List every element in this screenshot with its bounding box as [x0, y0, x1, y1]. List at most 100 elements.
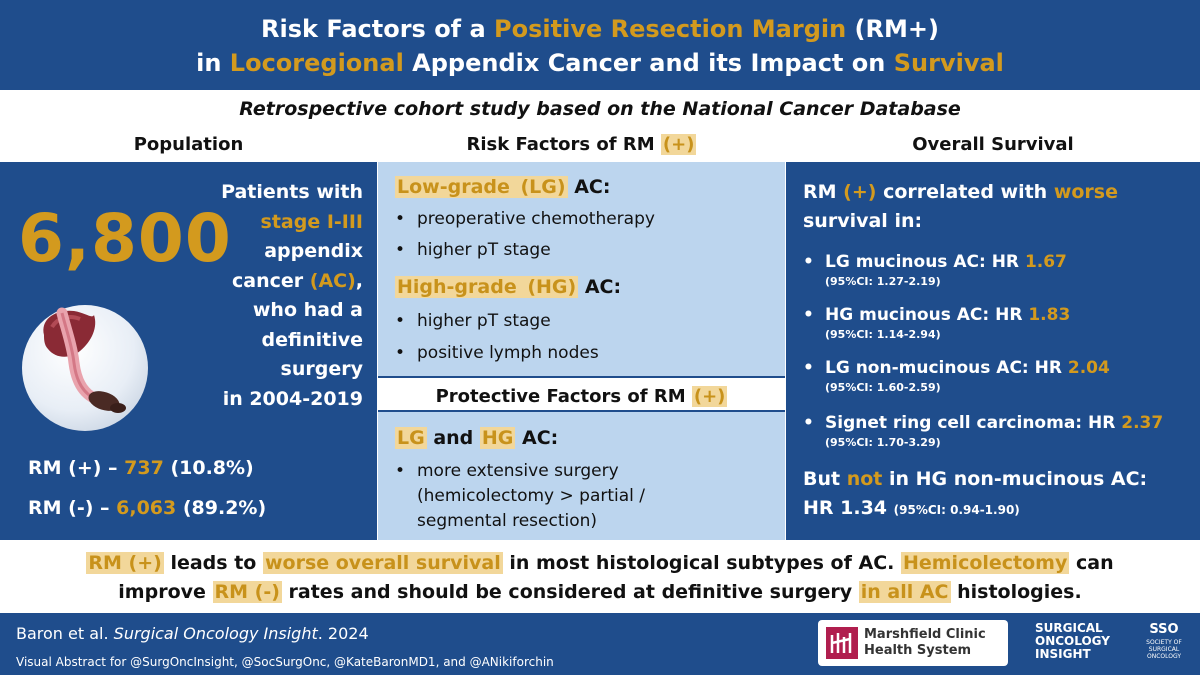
survival-intro: RM (+) correlated with worse survival in… — [803, 178, 1118, 236]
hr-label: LG non-mucinous AC: HR — [825, 358, 1068, 378]
risk-item-text: positive lymph nodes — [417, 343, 599, 363]
desc-text: , — [355, 269, 363, 292]
stat-value: 6,063 — [116, 497, 177, 519]
abstract-credit[interactable]: Visual Abstract for @SurgOncInsight, @So… — [16, 655, 554, 669]
population-header: Population — [0, 128, 377, 162]
hr-item: • LG mucinous AC: HR 1.67 (95%CI: 1.27-2.… — [803, 252, 1067, 288]
exception-line-1: But not in HG non-mucinous AC: — [803, 465, 1147, 494]
insight-line: ONCOLOGY — [1035, 634, 1110, 648]
protective-item-text: more extensive surgery — [417, 461, 619, 481]
conclusion-text: can — [1069, 552, 1114, 574]
both-suffix: AC: — [515, 427, 559, 449]
sso-logo-icon: SSO SOCIETY OF SURGICAL ONCOLOGY — [1140, 622, 1188, 666]
conclusion-text: in most histological subtypes of AC. — [502, 552, 901, 574]
insight-line: SURGICAL — [1035, 621, 1103, 635]
conclusion-highlight: Hemicolectomy — [900, 552, 1070, 574]
citation-journal: Surgical Oncology Insight — [113, 624, 318, 643]
conclusion-highlight: RM (-) — [212, 581, 282, 603]
surgical-oncology-insight-logo: SURGICAL ONCOLOGY INSIGHT — [1035, 622, 1110, 661]
hr-ci: (95%CI: 1.14-2.94) — [825, 328, 941, 341]
desc-line: appendix — [264, 240, 363, 262]
conclusion-highlight: in all AC — [858, 581, 951, 603]
protective-header-text: Protective Factors of RM — [435, 386, 692, 407]
title-line-2: in Locoregional Appendix Cancer and its … — [0, 46, 1200, 80]
risk-item-text: preoperative chemotherapy — [417, 209, 655, 229]
survival-panel — [786, 162, 1200, 540]
conclusion-line-2: improve RM (-) rates and should be consi… — [0, 578, 1200, 607]
marshfield-text: Marshfield Clinic Health System — [864, 627, 986, 659]
hr-ci: (95%CI: 1.27-2.19) — [825, 275, 941, 288]
stat-label: RM (-) – — [28, 497, 117, 519]
lg-suffix: AC: — [567, 176, 611, 198]
hg-suffix: AC: — [578, 276, 622, 298]
stat-pct: (10.8%) — [163, 457, 254, 479]
sso-text: SSO — [1149, 622, 1179, 637]
marshfield-logo: Marshfield Clinic Health System — [818, 620, 1008, 666]
title-band: Risk Factors of a Positive Resection Mar… — [0, 0, 1200, 90]
conclusion-text: histologies. — [950, 581, 1082, 603]
intro-highlight: worse — [1053, 181, 1118, 203]
protective-header-highlight: (+) — [691, 386, 728, 407]
exception-hr: HR 1.34 — [803, 497, 894, 519]
stat-value: 737 — [124, 457, 164, 479]
risk-item: • preoperative chemotherapy — [395, 209, 655, 229]
rm-negative-stat: RM (-) – 6,063 (89.2%) — [28, 497, 266, 519]
hr-item: • Signet ring cell carcinoma: HR 2.37 (95… — [803, 413, 1164, 449]
exception-text: in HG non-mucinous AC: — [882, 468, 1148, 490]
both-hg: HG — [479, 427, 516, 449]
risk-item: • positive lymph nodes — [395, 343, 599, 363]
hr-label: HG mucinous AC: HR — [825, 305, 1029, 325]
exception-highlight: not — [846, 468, 883, 490]
intro-text: RM — [803, 181, 844, 203]
title-text: in — [196, 49, 230, 77]
survival-header: Overall Survival — [786, 128, 1200, 162]
desc-highlight: (AC) — [309, 269, 356, 292]
intro-highlight: (+) — [843, 181, 877, 203]
low-grade-heading: Low-grade (LG) AC: — [395, 176, 610, 198]
exception-line-2: HR 1.34 (95%CI: 0.94-1.90) — [803, 494, 1147, 525]
marshfield-logo-icon — [826, 627, 858, 659]
survival-exception: But not in HG non-mucinous AC: HR 1.34 (… — [803, 465, 1147, 525]
desc-text: cancer — [232, 269, 310, 292]
citation-authors: Baron et al. — [16, 624, 114, 643]
protective-item: • more extensive surgery — [395, 461, 619, 481]
both-lg: LG — [395, 427, 427, 449]
desc-line: in 2004-2019 — [222, 387, 363, 410]
exception-ci: (95%CI: 0.94-1.90) — [893, 503, 1020, 517]
high-grade-heading: High-grade (HG) AC: — [395, 276, 621, 298]
study-subtitle: Retrospective cohort study based on the … — [239, 98, 961, 120]
hr-ci: (95%CI: 1.70-3.29) — [825, 436, 941, 449]
marshfield-line: Marshfield Clinic — [864, 627, 986, 642]
hr-label: LG mucinous AC: HR — [825, 252, 1025, 272]
rm-positive-stat: RM (+) – 737 (10.8%) — [28, 457, 254, 479]
protective-factors-header: Protective Factors of RM (+) — [378, 376, 785, 412]
lg-title: Low-grade — [395, 176, 519, 198]
title-highlight: Survival — [893, 49, 1004, 77]
conclusion: RM (+) leads to worse overall survival i… — [0, 541, 1200, 613]
conclusion-highlight: RM (+) — [86, 552, 164, 574]
hr-value: 1.67 — [1024, 252, 1067, 272]
hg-title: High-grade — [395, 276, 526, 298]
desc-line: who had a — [252, 299, 363, 321]
risk-header-text: Risk Factors of RM — [466, 134, 661, 155]
marshfield-line: Health System — [864, 643, 972, 658]
lg-abbr: (LG) — [518, 176, 568, 198]
both-and: and — [426, 427, 480, 449]
hr-value: 2.37 — [1121, 413, 1164, 433]
survival-intro-line-2: survival in: — [803, 210, 923, 232]
risk-item: • higher pT stage — [395, 240, 551, 260]
risk-item-text: higher pT stage — [417, 311, 551, 331]
both-grades-heading: LG and HG AC: — [395, 427, 558, 449]
conclusion-highlight: worse overall survival — [262, 552, 503, 574]
stat-label: RM (+) – — [28, 457, 125, 479]
hr-value: 1.83 — [1028, 305, 1071, 325]
risk-item-text: higher pT stage — [417, 240, 551, 260]
title-text: (RM+) — [846, 15, 939, 43]
risk-factors-panel: Low-grade (LG) AC: • preoperative chemoth… — [378, 162, 785, 540]
population-description: Patients with stage I-III appendix cance… — [195, 178, 363, 414]
footer: Baron et al. Surgical Oncology Insight. … — [0, 613, 1200, 675]
citation: Baron et al. Surgical Oncology Insight. … — [16, 624, 369, 643]
hr-ci: (95%CI: 1.60-2.59) — [825, 381, 941, 394]
risk-header-highlight: (+) — [660, 134, 697, 155]
hr-item: • HG mucinous AC: HR 1.83 (95%CI: 1.14-2.… — [803, 305, 1071, 341]
